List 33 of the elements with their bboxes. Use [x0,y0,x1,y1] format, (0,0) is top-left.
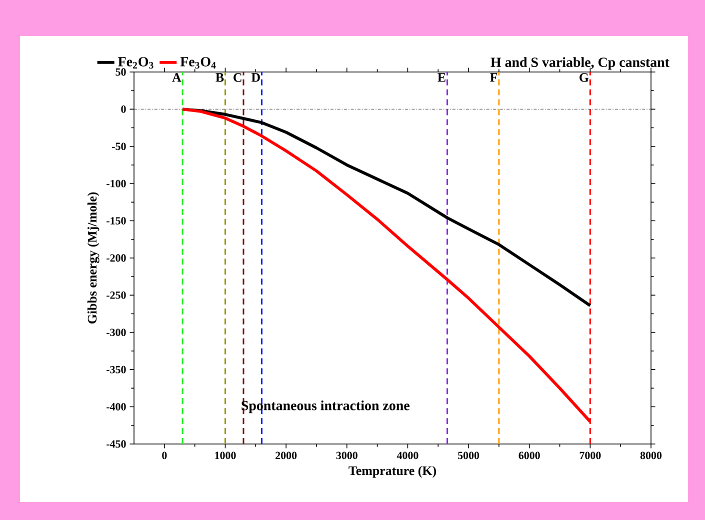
ref-line-label: B [216,73,224,82]
ref-line-label: A [172,73,182,82]
x-tick-label: 3000 [336,452,358,460]
x-tick-label: 2000 [276,452,297,460]
legend-label: Fe$_{2}$O$_{3}$ [118,57,154,69]
x-tick-label: 8000 [640,452,662,460]
y-tick-label: -50 [112,142,126,150]
y-tick-label: -200 [106,254,126,262]
y-tick-label: -100 [106,180,126,188]
y-tick-label: -250 [106,291,126,299]
y-tick-label: -450 [106,440,126,448]
y-tick-label: -400 [106,403,126,410]
x-tick-label: 0 [162,452,167,460]
legend-label: Fe$_{3}$O$_{4}$ [180,57,216,69]
y-tick-label: -350 [106,366,126,374]
ref-line-label: F [490,73,498,82]
y-tick-label: -300 [106,328,126,336]
y-tick-label: 0 [121,106,126,113]
x-tick-label: 4000 [396,452,418,460]
x-tick-label: 6000 [518,452,540,460]
chart-title: H and S variable, Cp canstant [490,57,670,70]
annotation: Spontaneous intraction zone [242,400,410,414]
ref-line-label: D [251,73,260,82]
ref-line-label: G [580,73,589,82]
x-axis-title: Temprature (K) [348,466,436,478]
y-tick-label: 50 [116,68,126,76]
x-tick-label: 7000 [580,452,601,460]
x-tick-label: 1000 [215,452,236,460]
y-axis-title: Gibbs energy (Mj/mole) [87,192,100,324]
y-tick-label: -150 [106,217,126,224]
ref-line-label: C [234,73,242,82]
ref-line-label: E [438,73,446,82]
x-tick-label: 5000 [458,452,480,460]
